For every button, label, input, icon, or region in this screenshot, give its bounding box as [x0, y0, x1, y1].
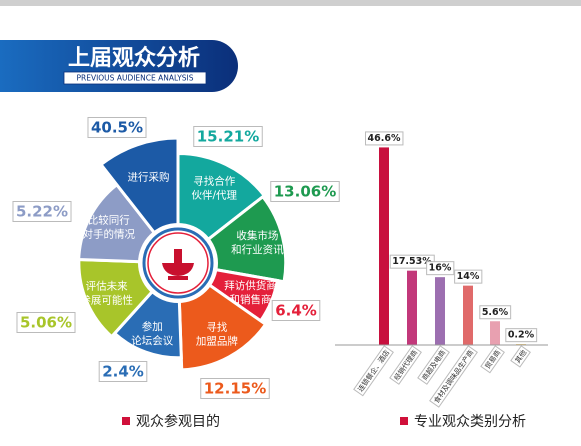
center-ring-inner — [147, 232, 209, 294]
bar — [490, 321, 500, 345]
hotpot-icon — [162, 249, 194, 280]
sector-label: 和销售商 — [229, 293, 271, 306]
value-label: 40.5% — [87, 117, 147, 138]
value-label-text: 5.6% — [482, 307, 509, 318]
value-label-text: 5.22% — [16, 203, 68, 221]
value-label-text: 46.6% — [368, 133, 401, 144]
value-label: 6.4% — [271, 300, 321, 321]
label-box — [353, 345, 394, 397]
bar — [463, 285, 473, 345]
label-box — [510, 345, 531, 368]
sector-label: 论坛会议 — [131, 334, 173, 347]
label-box — [505, 328, 538, 343]
value-label: 0.2% — [505, 328, 538, 343]
value-label: 5.22% — [12, 201, 72, 222]
category-label: 连锁餐企、酒店 — [353, 345, 394, 397]
value-label-text: 0.2% — [508, 330, 535, 341]
label-box — [16, 312, 76, 333]
x-tick-label: 连锁餐企、酒店 — [356, 348, 391, 393]
header-title: 上届观众分析 — [68, 46, 200, 71]
label-box — [98, 361, 148, 382]
category-label: 贸易商 — [480, 345, 505, 374]
category-label: 其他 — [510, 345, 531, 368]
value-label: 15.21% — [193, 126, 263, 147]
sector-label: 进行采购 — [128, 170, 170, 183]
sector-label: 伙伴/代理 — [192, 189, 238, 202]
value-label-text: 2.4% — [102, 363, 144, 381]
sector-label: 寻找合作 — [193, 175, 235, 188]
value-label: 5.6% — [479, 305, 512, 320]
bar — [435, 277, 445, 345]
sector-label: 评估未来 — [86, 279, 128, 292]
bar-chart: 46.6%连锁餐企、酒店17.53%经销代理商16%商超及电商14%食材及调味品… — [335, 131, 548, 430]
label-box — [417, 345, 450, 385]
top-bar — [0, 0, 581, 6]
sector-label: 参加 — [142, 320, 163, 333]
sector-label: 收集市场 — [236, 229, 278, 242]
label-box — [193, 126, 263, 147]
label-box — [480, 345, 505, 374]
chart-title: 观众参观目的 — [136, 413, 220, 430]
sector-label: 拜访供货商 — [224, 279, 277, 292]
value-label: 2.4% — [98, 361, 148, 382]
value-label: 5.06% — [16, 312, 76, 333]
category-label: 商超及电商 — [417, 345, 450, 385]
value-label-text: 13.06% — [274, 183, 336, 201]
value-label-text: 40.5% — [91, 119, 143, 137]
label-box — [454, 269, 483, 284]
x-tick-label: 商超及电商 — [420, 348, 447, 382]
value-label: 14% — [454, 269, 483, 284]
label-box — [389, 345, 422, 385]
label-box — [270, 181, 340, 202]
bar — [379, 147, 389, 345]
value-label-text: 14% — [457, 271, 480, 282]
sector-label: 比较同行 — [88, 214, 130, 227]
x-tick-label: 经销代理商 — [392, 348, 419, 382]
sector-label: 对手的情况 — [83, 228, 136, 241]
legend-square — [400, 417, 408, 425]
sector-label: 和行业资讯 — [231, 243, 284, 256]
value-label-text: 15.21% — [197, 128, 259, 146]
value-label: 16% — [426, 261, 455, 276]
sector-label: 寻找 — [206, 321, 227, 334]
label-box — [479, 305, 512, 320]
chart-title: 专业观众类别分析 — [414, 414, 526, 430]
label-box — [12, 201, 72, 222]
subtitle-box — [63, 71, 207, 85]
value-label-text: 5.06% — [20, 314, 72, 332]
label-box — [429, 345, 478, 408]
category-label: 经销代理商 — [389, 345, 422, 385]
value-label-text: 17.53% — [392, 256, 432, 267]
label-box — [200, 378, 270, 399]
sector-label: 加盟品牌 — [196, 335, 238, 348]
legend-square — [122, 417, 130, 425]
value-label: 12.15% — [200, 378, 270, 399]
center-ring — [142, 227, 214, 299]
label-box — [87, 117, 147, 138]
value-label: 13.06% — [270, 181, 340, 202]
label-box — [271, 300, 321, 321]
label-box — [365, 131, 404, 146]
value-label-text: 6.4% — [275, 302, 317, 320]
value-label: 46.6% — [365, 131, 404, 146]
header-subtitle: PREVIOUS AUDIENCE ANALYSIS — [76, 74, 193, 83]
value-label-text: 12.15% — [204, 380, 266, 398]
sector-label: 参展可能性 — [80, 293, 133, 306]
label-box — [426, 261, 455, 276]
value-label-text: 16% — [429, 263, 452, 274]
bar — [407, 270, 417, 345]
